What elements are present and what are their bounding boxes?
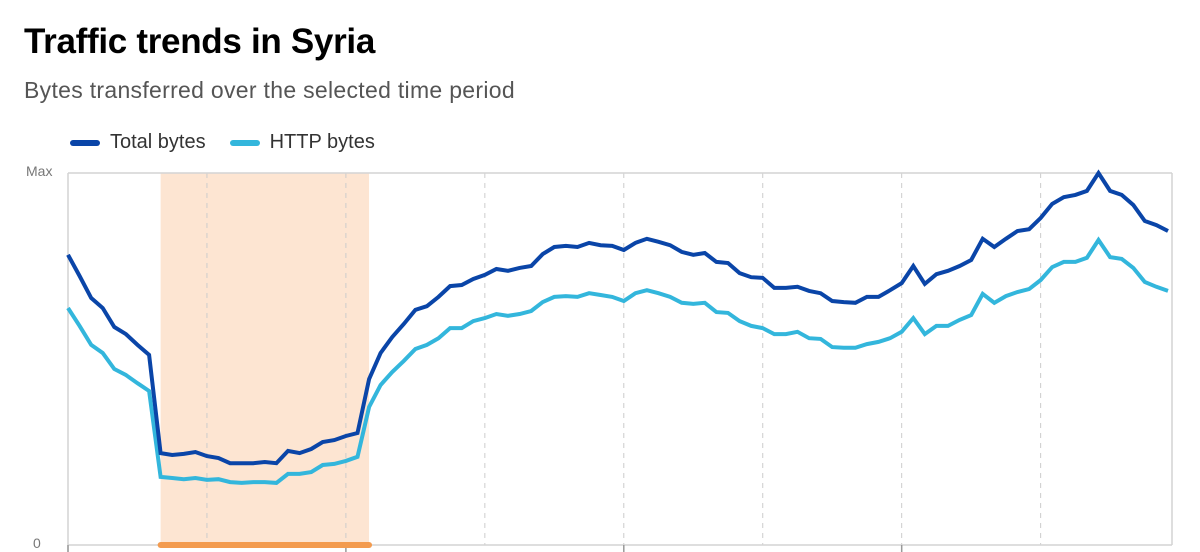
- y-tick-label-max: Max: [26, 163, 53, 179]
- page-subtitle: Bytes transferred over the selected time…: [24, 77, 515, 103]
- highlight-region: [160, 173, 370, 545]
- legend-item-total-bytes[interactable]: Total bytes: [70, 131, 206, 154]
- legend-label-http: HTTP bytes: [269, 131, 375, 153]
- legend-item-http-bytes[interactable]: HTTP bytes: [229, 131, 375, 154]
- legend-swatch-total: [70, 139, 100, 146]
- series-line-total-bytes: [66, 169, 1169, 466]
- chart-legend: Total bytes HTTP bytes: [70, 131, 375, 154]
- legend-label-total: Total bytes: [110, 131, 206, 153]
- page-title: Traffic trends in Syria: [24, 22, 375, 61]
- legend-swatch-http: [229, 139, 260, 146]
- series-line-http-bytes: [66, 236, 1169, 485]
- y-tick-label-zero: 0: [33, 535, 41, 551]
